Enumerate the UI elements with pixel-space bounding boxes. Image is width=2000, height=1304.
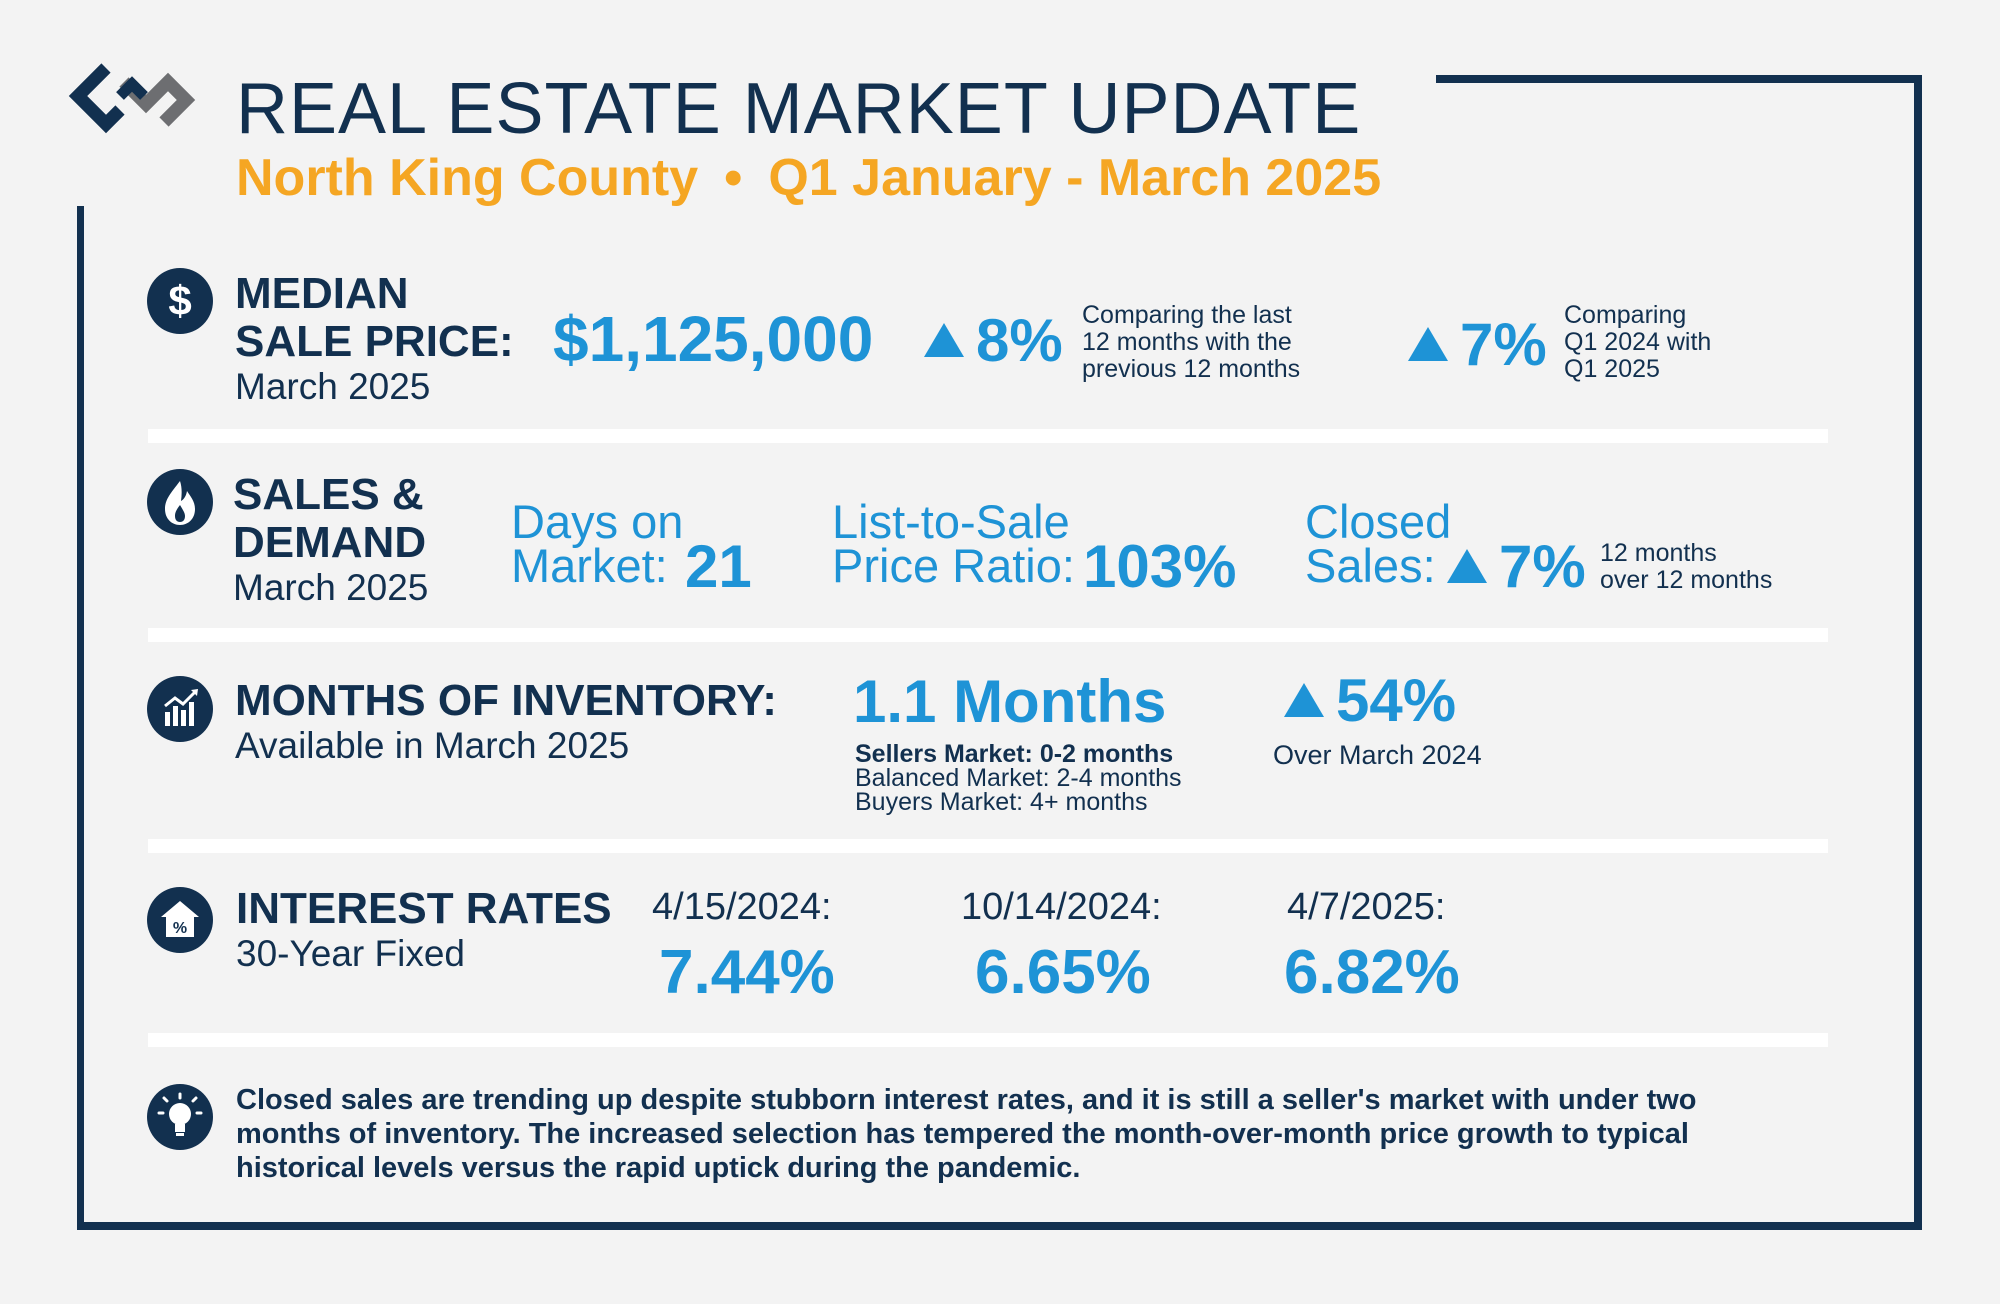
ratio-value: 103%: [1083, 533, 1237, 600]
summary-text: Closed sales are trending up despite stu…: [236, 1083, 1697, 1185]
frame-bottom-border: [77, 1222, 1922, 1230]
sales-heading-line1: SALES &: [233, 470, 424, 519]
bar-chart-icon: [147, 676, 213, 742]
closed-label-line2: Sales:: [1305, 539, 1436, 592]
rates-sub: 30-Year Fixed: [236, 933, 465, 974]
section-divider: [148, 1033, 1828, 1047]
legend-balanced: Balanced Market: 2-4 months: [855, 764, 1182, 792]
legend-sellers: Sellers Market: 0-2 months: [855, 740, 1174, 768]
median-heading-line1: MEDIAN: [235, 269, 409, 318]
up-arrow-icon: [1284, 683, 1324, 717]
frame-top-border: [1436, 75, 1922, 83]
sales-heading-line2: DEMAND: [233, 518, 427, 567]
section-divider: [148, 628, 1828, 642]
up-arrow-icon: [924, 323, 964, 357]
ratio-label-line1: List-to-Sale: [832, 495, 1070, 548]
period-label: Q1 January - March 2025: [768, 149, 1382, 207]
brand-logo-icon: [68, 63, 196, 134]
median-month: March 2025: [235, 366, 431, 407]
closed-label-line1: Closed: [1305, 495, 1452, 548]
inventory-change-note: Over March 2024: [1273, 740, 1482, 770]
section-divider: [148, 839, 1828, 853]
frame-left-border: [77, 206, 84, 1230]
separator-dot: •: [724, 149, 743, 207]
lightbulb-icon: [147, 1084, 213, 1150]
rate-date: 4/15/2024:: [652, 886, 832, 928]
house-percent-icon: %: [147, 887, 213, 953]
median-change-12m-note: Comparing the last 12 months with the pr…: [1082, 301, 1301, 383]
inventory-change: 54%: [1284, 666, 1456, 735]
summary-line: Closed sales are trending up despite stu…: [236, 1084, 1697, 1116]
rate-date: 10/14/2024:: [961, 886, 1162, 928]
inventory-value: 1.1 Months: [853, 668, 1167, 735]
svg-text:%: %: [173, 920, 187, 937]
svg-text:$: $: [168, 277, 191, 324]
dom-label-line2: Market:: [511, 539, 668, 592]
median-change-12m: 8%: [924, 306, 1063, 375]
legend-buyers: Buyers Market: 4+ months: [855, 788, 1148, 816]
median-change-q1-note: Comparing Q1 2024 with Q1 2025: [1564, 301, 1712, 383]
frame-right-border: [1914, 75, 1922, 1230]
dollar-icon: $: [147, 268, 213, 334]
page-subtitle: North King County • Q1 January - March 202…: [236, 148, 1381, 208]
rate-value: 7.44%: [659, 938, 835, 1007]
ratio-label-line2: Price Ratio:: [832, 539, 1075, 592]
closed-note: 12 months over 12 months: [1600, 539, 1773, 594]
closed-change: 7%: [1447, 532, 1586, 601]
region-label: North King County: [236, 149, 699, 207]
rate-value: 6.65%: [975, 938, 1151, 1007]
rates-heading: INTEREST RATES: [236, 884, 612, 933]
up-arrow-icon: [1408, 327, 1448, 361]
inventory-heading: MONTHS OF INVENTORY:: [235, 676, 777, 725]
up-arrow-icon: [1447, 549, 1487, 583]
rate-date: 4/7/2025:: [1287, 886, 1446, 928]
summary-line: historical levels versus the rapid uptic…: [236, 1152, 1081, 1184]
dom-value: 21: [685, 533, 752, 600]
inventory-sub: Available in March 2025: [235, 725, 630, 766]
median-price-value: $1,125,000: [553, 303, 874, 375]
sales-month: March 2025: [233, 567, 429, 608]
flame-icon: [147, 469, 213, 535]
dom-label-line1: Days on: [511, 495, 684, 548]
median-change-q1: 7%: [1408, 310, 1547, 379]
section-divider: [148, 429, 1828, 443]
summary-line: months of inventory. The increased selec…: [236, 1118, 1689, 1150]
rate-value: 6.82%: [1284, 938, 1460, 1007]
median-heading-line2: SALE PRICE:: [235, 317, 514, 366]
page-title: REAL ESTATE MARKET UPDATE: [236, 69, 1362, 149]
